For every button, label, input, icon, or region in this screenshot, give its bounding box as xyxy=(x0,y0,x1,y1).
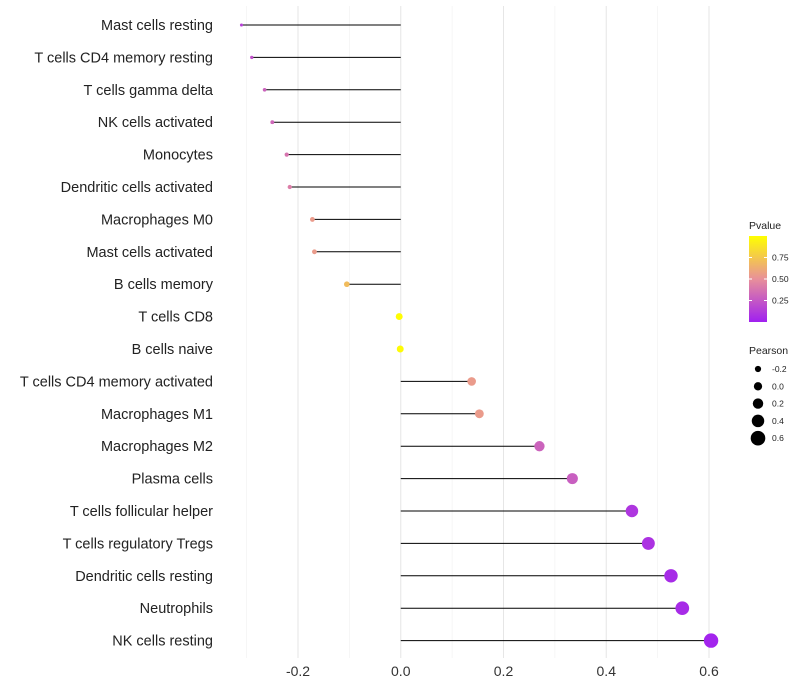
pearson-legend-label: 0.4 xyxy=(772,416,784,426)
category-label: T cells gamma delta xyxy=(84,83,214,99)
lollipop-dot xyxy=(309,216,315,222)
category-label: Monocytes xyxy=(143,148,213,164)
x-tick-label: 0.2 xyxy=(494,663,514,679)
pearson-legend-label: 0.6 xyxy=(772,433,784,443)
x-tick-label: 0.0 xyxy=(391,663,411,679)
lollipop-dot xyxy=(239,23,244,27)
pearson-legend-dot xyxy=(751,414,765,428)
lollipop-dot xyxy=(270,120,275,125)
pvalue-legend-title: Pvalue xyxy=(749,220,781,232)
lollipop-dots xyxy=(239,23,719,648)
category-label: NK cells activated xyxy=(98,115,213,131)
lollipop-dot xyxy=(534,441,545,452)
lollipop-dot xyxy=(250,55,254,60)
lollipop-stems xyxy=(241,24,712,642)
pearson-legend-dot xyxy=(753,382,763,391)
lollipop-dot xyxy=(675,601,690,616)
category-label: Plasma cells xyxy=(132,472,213,488)
category-label: Neutrophils xyxy=(140,601,213,617)
lollipop-dot xyxy=(664,569,678,583)
lollipop-dot xyxy=(396,345,404,353)
lollipop-dot xyxy=(641,536,655,550)
category-label: T cells follicular helper xyxy=(70,504,213,520)
category-label: Dendritic cells activated xyxy=(61,180,213,196)
lollipop-dot xyxy=(395,313,403,321)
lollipop-dot xyxy=(703,633,719,648)
category-label: B cells naive xyxy=(132,342,213,358)
lollipop-dot xyxy=(312,249,317,255)
pvalue-legend-label: 0.25 xyxy=(772,296,789,306)
x-tick-label: 0.6 xyxy=(699,663,719,679)
category-label: Dendritic cells resting xyxy=(75,569,213,585)
lollipop-dot xyxy=(284,152,289,157)
pvalue-legend-label: 0.75 xyxy=(772,253,789,263)
pearson-legend-label: 0.2 xyxy=(772,399,784,409)
lollipop-dot xyxy=(262,87,267,92)
category-label: T cells CD4 memory resting xyxy=(34,50,213,66)
x-tick-label: -0.2 xyxy=(286,663,310,679)
category-label: NK cells resting xyxy=(112,634,213,650)
category-label: T cells CD8 xyxy=(138,310,213,326)
pearson-legend-dot xyxy=(750,430,766,446)
pvalue-legend: Pvalue 0.25 0.50 0.75 xyxy=(749,220,789,322)
category-label: T cells regulatory Tregs xyxy=(63,536,213,552)
pearson-legend: Pearson -0.2 0.0 0.2 0.4 0.6 xyxy=(749,345,788,446)
pearson-legend-title: Pearson xyxy=(749,345,788,357)
category-label: T cells CD4 memory activated xyxy=(20,374,213,390)
x-tick-label: 0.4 xyxy=(597,663,617,679)
category-label: Mast cells resting xyxy=(101,18,213,34)
lollipop-dot xyxy=(566,473,578,485)
lollipop-dot xyxy=(467,377,476,386)
lollipop-dot xyxy=(474,409,484,419)
pearson-legend-dot xyxy=(754,365,762,373)
category-label: Mast cells activated xyxy=(86,245,213,261)
category-labels: Mast cells resting T cells CD4 memory res… xyxy=(20,18,214,650)
category-label: Macrophages M2 xyxy=(101,439,213,455)
lollipop-dot xyxy=(287,184,292,190)
category-label: B cells memory xyxy=(114,277,214,293)
pvalue-legend-label: 0.50 xyxy=(772,274,789,284)
grid-lines xyxy=(246,6,710,658)
pvalue-colorbar xyxy=(749,236,767,322)
pearson-legend-label: -0.2 xyxy=(772,364,787,374)
pearson-legend-label: 0.0 xyxy=(772,381,784,391)
lollipop-dot xyxy=(343,281,350,288)
category-label: Macrophages M0 xyxy=(101,212,213,228)
x-axis-tick-labels: -0.2 0.0 0.2 0.4 0.6 xyxy=(286,663,719,679)
category-label: Macrophages M1 xyxy=(101,407,213,423)
lollipop-dot xyxy=(625,504,639,518)
pearson-legend-dot xyxy=(752,398,764,409)
